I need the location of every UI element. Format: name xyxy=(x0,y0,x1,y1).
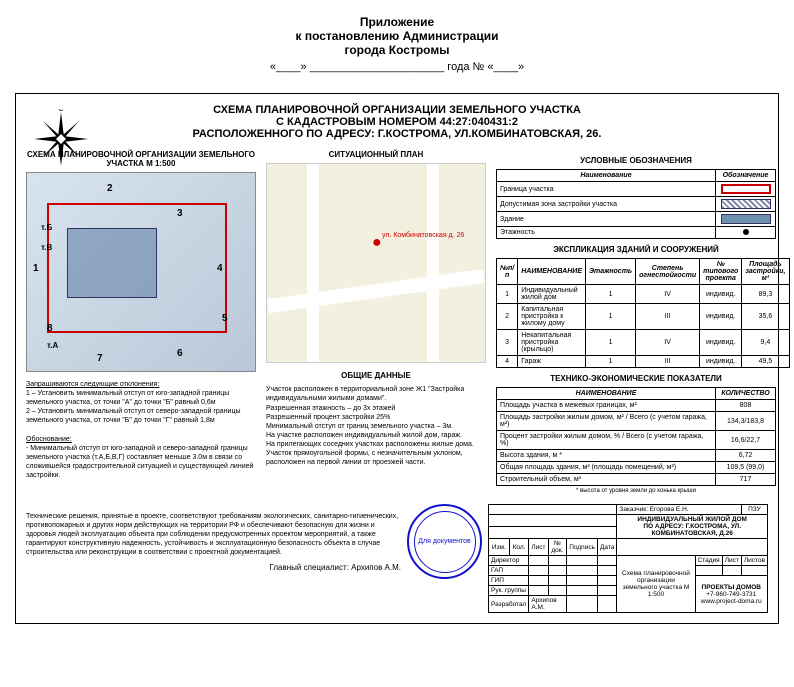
hdr-l4: «____» ______________________ года № «__… xyxy=(15,61,779,73)
header: Приложение к постановлению Администрации… xyxy=(15,15,779,73)
legend-head: УСЛОВНЫЕ ОБОЗНАЧЕНИЯ xyxy=(496,156,776,165)
right-col: УСЛОВНЫЕ ОБОЗНАЧЕНИЯ НаименованиеОбознач… xyxy=(496,150,776,494)
sit-head: СИТУАЦИОННЫЙ ПЛАН xyxy=(266,150,486,159)
stamp-icon: Для документов xyxy=(407,504,482,579)
sym-bldg-icon xyxy=(721,214,771,224)
left-col: СХЕМА ПЛАНИРОВОЧНОЙ ОРГАНИЗАЦИИ ЗЕМЕЛЬНО… xyxy=(26,150,256,494)
hdr-l2: к постановлению Администрации xyxy=(15,29,779,43)
hdr-l1: Приложение xyxy=(15,15,779,29)
map-image: ● ул. Комбинатовская д. 26 xyxy=(266,163,486,363)
title-l1: СХЕМА ПЛАНИРОВОЧНОЙ ОРГАНИЗАЦИИ ЗЕМЕЛЬНО… xyxy=(96,104,698,116)
general-data: ОБЩИЕ ДАННЫЕ Участок расположен в террит… xyxy=(266,371,486,467)
signature: Главный специалист: Архипов А.М. xyxy=(26,563,401,572)
svg-text:С: С xyxy=(58,109,63,113)
title-l2: С КАДАСТРОВЫМ НОМЕРОМ 44:27:040431:2 xyxy=(96,116,698,128)
hdr-l3: города Костромы xyxy=(15,43,779,57)
document-frame: С СХЕМА ПЛАНИРОВОЧНОЙ ОРГАНИЗАЦИИ ЗЕМЕЛЬ… xyxy=(15,93,779,624)
expl-head: ЭКСПЛИКАЦИЯ ЗДАНИЙ И СООРУЖЕНИЙ xyxy=(496,245,776,254)
tep-table: НАИМЕНОВАНИЕКОЛИЧЕСТВО Площадь участка в… xyxy=(496,387,776,486)
title-block: СХЕМА ПЛАНИРОВОЧНОЙ ОРГАНИЗАЦИИ ЗЕМЕЛЬНО… xyxy=(26,104,768,140)
sym-dot-icon xyxy=(743,229,749,235)
tep-head: ТЕХНИКО-ЭКОНОМИЧЕСКИЕ ПОКАЗАТЕЛИ xyxy=(496,374,776,383)
sym-border-icon xyxy=(721,184,771,194)
footer: Технические решения, принятые в проекте,… xyxy=(26,504,768,613)
tech-note: Технические решения, принятые в проекте,… xyxy=(26,504,401,613)
sym-hatch-icon xyxy=(721,199,771,209)
center-col: СИТУАЦИОННЫЙ ПЛАН ● ул. Комбинатовская д… xyxy=(266,150,486,494)
tep-note: * высота от уровня земли до конька крыши xyxy=(496,488,776,494)
expl-table: №п/п НАИМЕНОВАНИЕ Этажность Степень огне… xyxy=(496,258,790,368)
title-block-table: Заказчик: Егорова Е.Н. ПЗУ ИНДИВИДУАЛЬНЫ… xyxy=(488,504,768,613)
deviations: Запрашиваются следующие отклонения: 1 – … xyxy=(26,380,256,480)
compass-icon: С xyxy=(31,109,91,171)
page: Приложение к постановлению Администрации… xyxy=(0,0,794,639)
legend-table: НаименованиеОбозначение Граница участка … xyxy=(496,169,776,239)
plan-image: 1 2 3 4 5 6 7 8 т.Б т.В т.А xyxy=(26,172,256,372)
title-l3: РАСПОЛОЖЕННОГО ПО АДРЕСУ: Г.КОСТРОМА, УЛ… xyxy=(96,128,698,140)
